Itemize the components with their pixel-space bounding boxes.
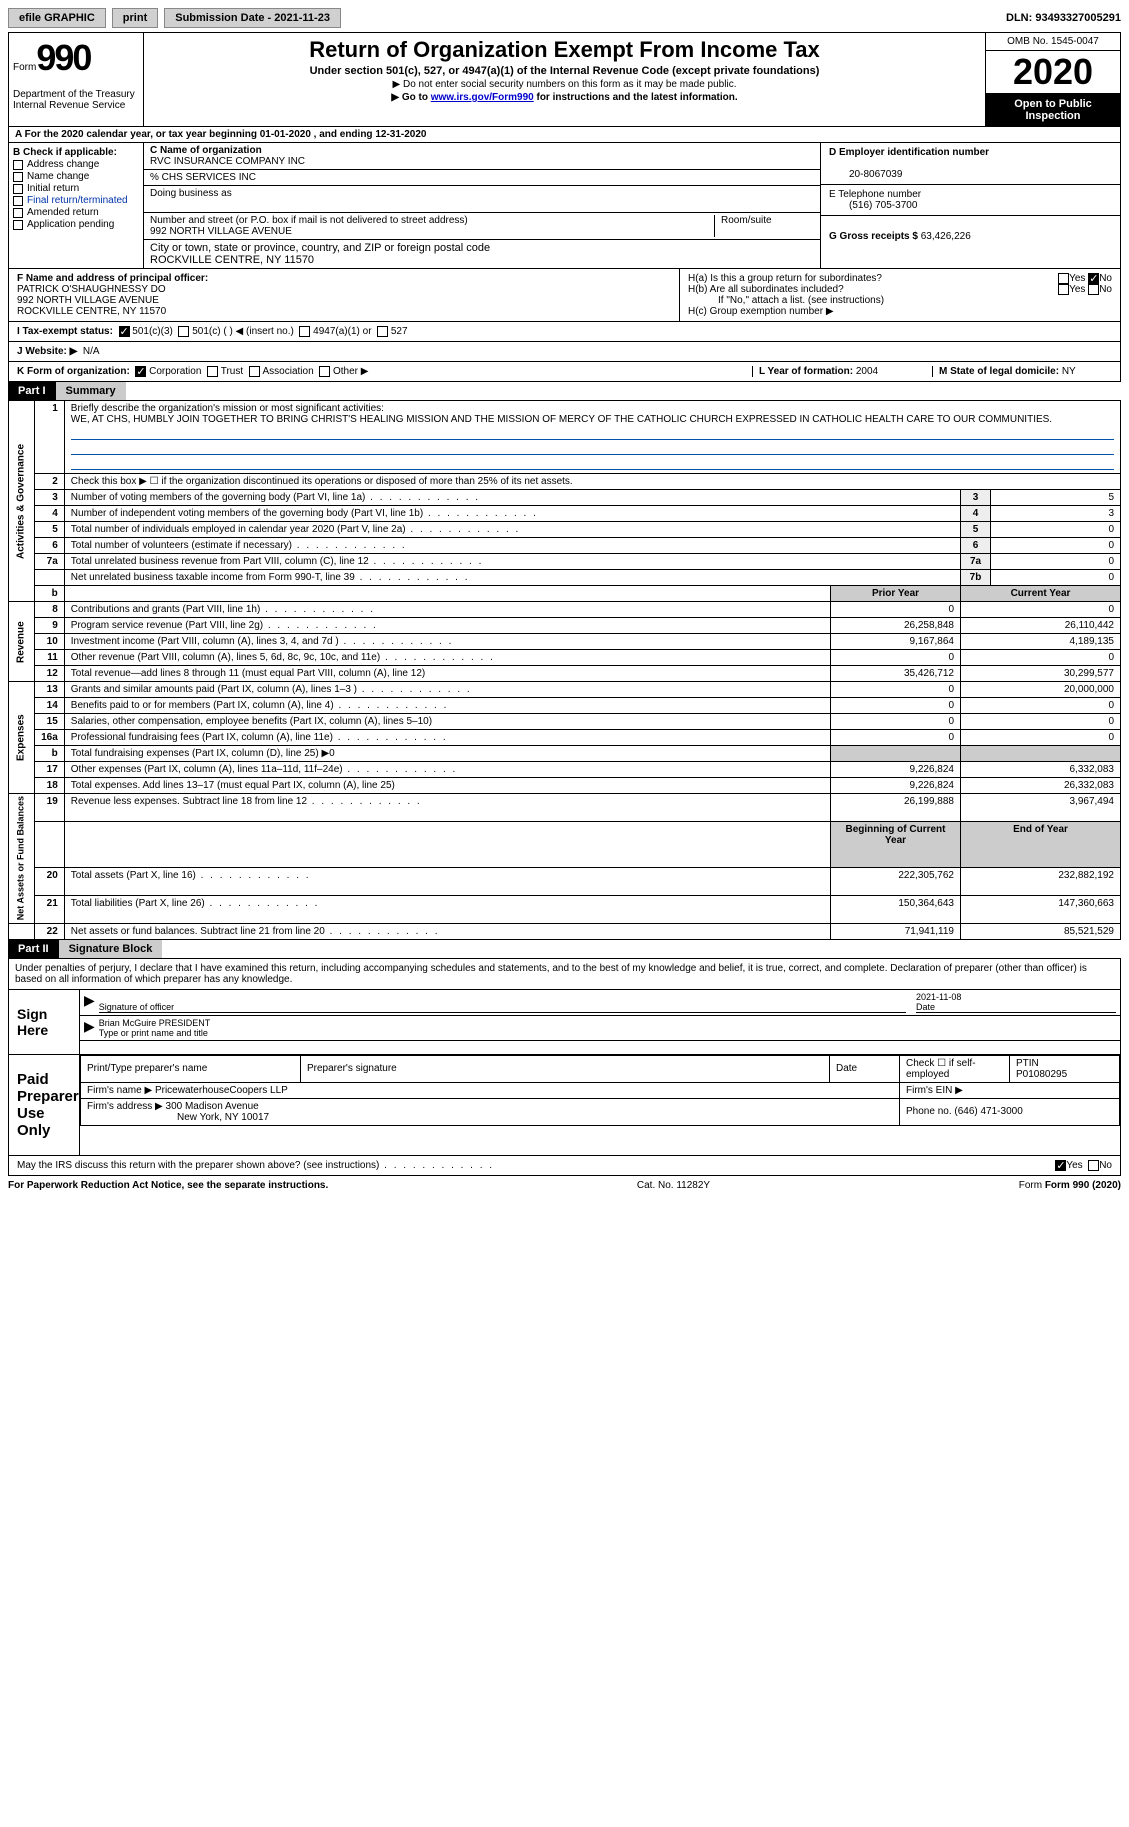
part2-header: Part IISignature Block bbox=[8, 940, 1121, 958]
form-title: Return of Organization Exempt From Incom… bbox=[148, 37, 981, 63]
discuss-no[interactable] bbox=[1088, 1160, 1099, 1171]
app-pending-checkbox[interactable] bbox=[13, 220, 23, 230]
section-f: F Name and address of principal officer:… bbox=[9, 269, 680, 321]
page-footer: For Paperwork Reduction Act Notice, see … bbox=[8, 1176, 1121, 1195]
discuss-yes[interactable] bbox=[1055, 1160, 1066, 1171]
section-c: C Name of organizationRVC INSURANCE COMP… bbox=[144, 143, 820, 268]
4947-checkbox[interactable] bbox=[299, 326, 310, 337]
omb-number: OMB No. 1545-0047 bbox=[986, 33, 1120, 51]
sign-here: Sign Here ▶Signature of officer2021-11-0… bbox=[8, 990, 1121, 1055]
public-inspection: Open to Public Inspection bbox=[986, 94, 1120, 126]
form-number: 990 bbox=[36, 37, 90, 78]
dln: DLN: 93493327005291 bbox=[1006, 12, 1121, 24]
form-subtitle: Under section 501(c), 527, or 4947(a)(1)… bbox=[148, 65, 981, 77]
tax-year: 2020 bbox=[986, 51, 1120, 94]
efile-button[interactable]: efile GRAPHIC bbox=[8, 8, 106, 28]
expenses-label: Expenses bbox=[9, 682, 35, 794]
link-note: ▶ Go to www.irs.gov/Form990 for instruct… bbox=[148, 92, 981, 103]
name-change-checkbox[interactable] bbox=[13, 172, 23, 182]
form-header: Form990 Department of the Treasury Inter… bbox=[8, 32, 1121, 127]
declaration: Under penalties of perjury, I declare th… bbox=[8, 958, 1121, 990]
form-label: Form bbox=[13, 62, 36, 73]
submission-date: Submission Date - 2021-11-23 bbox=[164, 8, 341, 28]
paid-preparer: Paid Preparer Use Only Print/Type prepar… bbox=[8, 1055, 1121, 1156]
discuss-row: May the IRS discuss this return with the… bbox=[8, 1156, 1121, 1176]
print-button[interactable]: print bbox=[112, 8, 158, 28]
topbar: efile GRAPHIC print Submission Date - 20… bbox=[8, 8, 1121, 28]
section-k: K Form of organization: Corporation Trus… bbox=[8, 362, 1121, 382]
section-d: D Employer identification number20-80670… bbox=[820, 143, 1120, 268]
section-i: I Tax-exempt status: 501(c)(3) 501(c) ( … bbox=[8, 322, 1121, 342]
section-j: J Website: ▶ N/A bbox=[8, 342, 1121, 362]
section-h: H(a) Is this a group return for subordin… bbox=[680, 269, 1120, 321]
501c3-checkbox[interactable] bbox=[119, 326, 130, 337]
final-return-checkbox[interactable] bbox=[13, 196, 23, 206]
summary-table: Activities & Governance 1 Briefly descri… bbox=[8, 400, 1121, 939]
527-checkbox[interactable] bbox=[377, 326, 388, 337]
governance-label: Activities & Governance bbox=[9, 401, 35, 602]
section-a: A For the 2020 calendar year, or tax yea… bbox=[8, 127, 1121, 143]
amended-checkbox[interactable] bbox=[13, 208, 23, 218]
section-b: B Check if applicable: Address change Na… bbox=[9, 143, 144, 268]
part1-header: Part ISummary bbox=[8, 382, 1121, 400]
ssn-note: ▶ Do not enter social security numbers o… bbox=[148, 79, 981, 90]
revenue-label: Revenue bbox=[9, 602, 35, 682]
initial-return-checkbox[interactable] bbox=[13, 184, 23, 194]
501c-checkbox[interactable] bbox=[178, 326, 189, 337]
netassets-label: Net Assets or Fund Balances bbox=[9, 794, 35, 923]
irs-link[interactable]: www.irs.gov/Form990 bbox=[431, 92, 534, 103]
department: Department of the Treasury Internal Reve… bbox=[13, 89, 139, 111]
addr-change-checkbox[interactable] bbox=[13, 160, 23, 170]
